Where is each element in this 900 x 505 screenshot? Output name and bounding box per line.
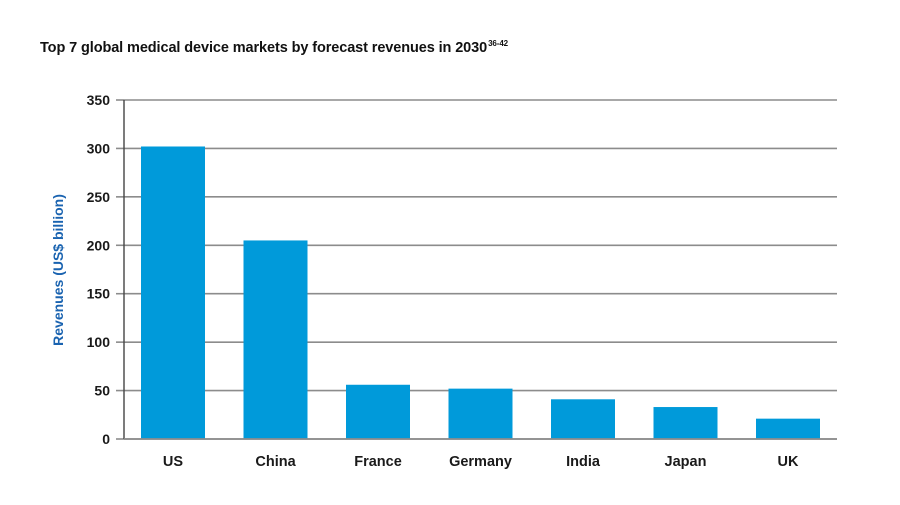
y-tick-label: 0 <box>102 431 110 447</box>
y-tick-label: 200 <box>87 237 111 253</box>
chart-title-text: Top 7 global medical device markets by f… <box>40 40 488 56</box>
bar-india <box>551 399 615 439</box>
x-tick-labels: US China France Germany India Japan UK <box>163 454 799 470</box>
bar-germany <box>448 388 513 439</box>
bar-uk <box>756 418 820 439</box>
y-tick-label: 300 <box>87 140 111 156</box>
x-tick-label: France <box>354 454 402 470</box>
gridlines <box>116 99 837 440</box>
bars <box>141 146 820 439</box>
x-tick-label: China <box>255 454 296 470</box>
y-tick-label: 150 <box>87 286 111 302</box>
x-tick-label: Germany <box>449 454 512 470</box>
x-tick-label: India <box>566 454 601 470</box>
y-axis-title: Revenues (US$ billion) <box>50 194 66 346</box>
x-tick-label: Japan <box>665 454 707 470</box>
y-tick-label: 350 <box>87 92 111 108</box>
chart-title-reference: 36-42 <box>488 39 509 48</box>
bar-us <box>141 146 205 439</box>
bar-japan <box>653 407 718 439</box>
x-tick-label: US <box>163 454 183 470</box>
y-tick-label: 50 <box>94 383 110 399</box>
y-tick-label: 250 <box>87 189 111 205</box>
bar-france <box>346 384 410 439</box>
y-tick-labels: 0 50 100 150 200 250 300 350 <box>87 92 111 447</box>
y-tick-label: 100 <box>87 334 111 350</box>
chart-title: Top 7 global medical device markets by f… <box>40 39 508 56</box>
x-tick-label: UK <box>778 454 799 470</box>
bar-china <box>243 240 308 439</box>
axes <box>123 100 837 440</box>
